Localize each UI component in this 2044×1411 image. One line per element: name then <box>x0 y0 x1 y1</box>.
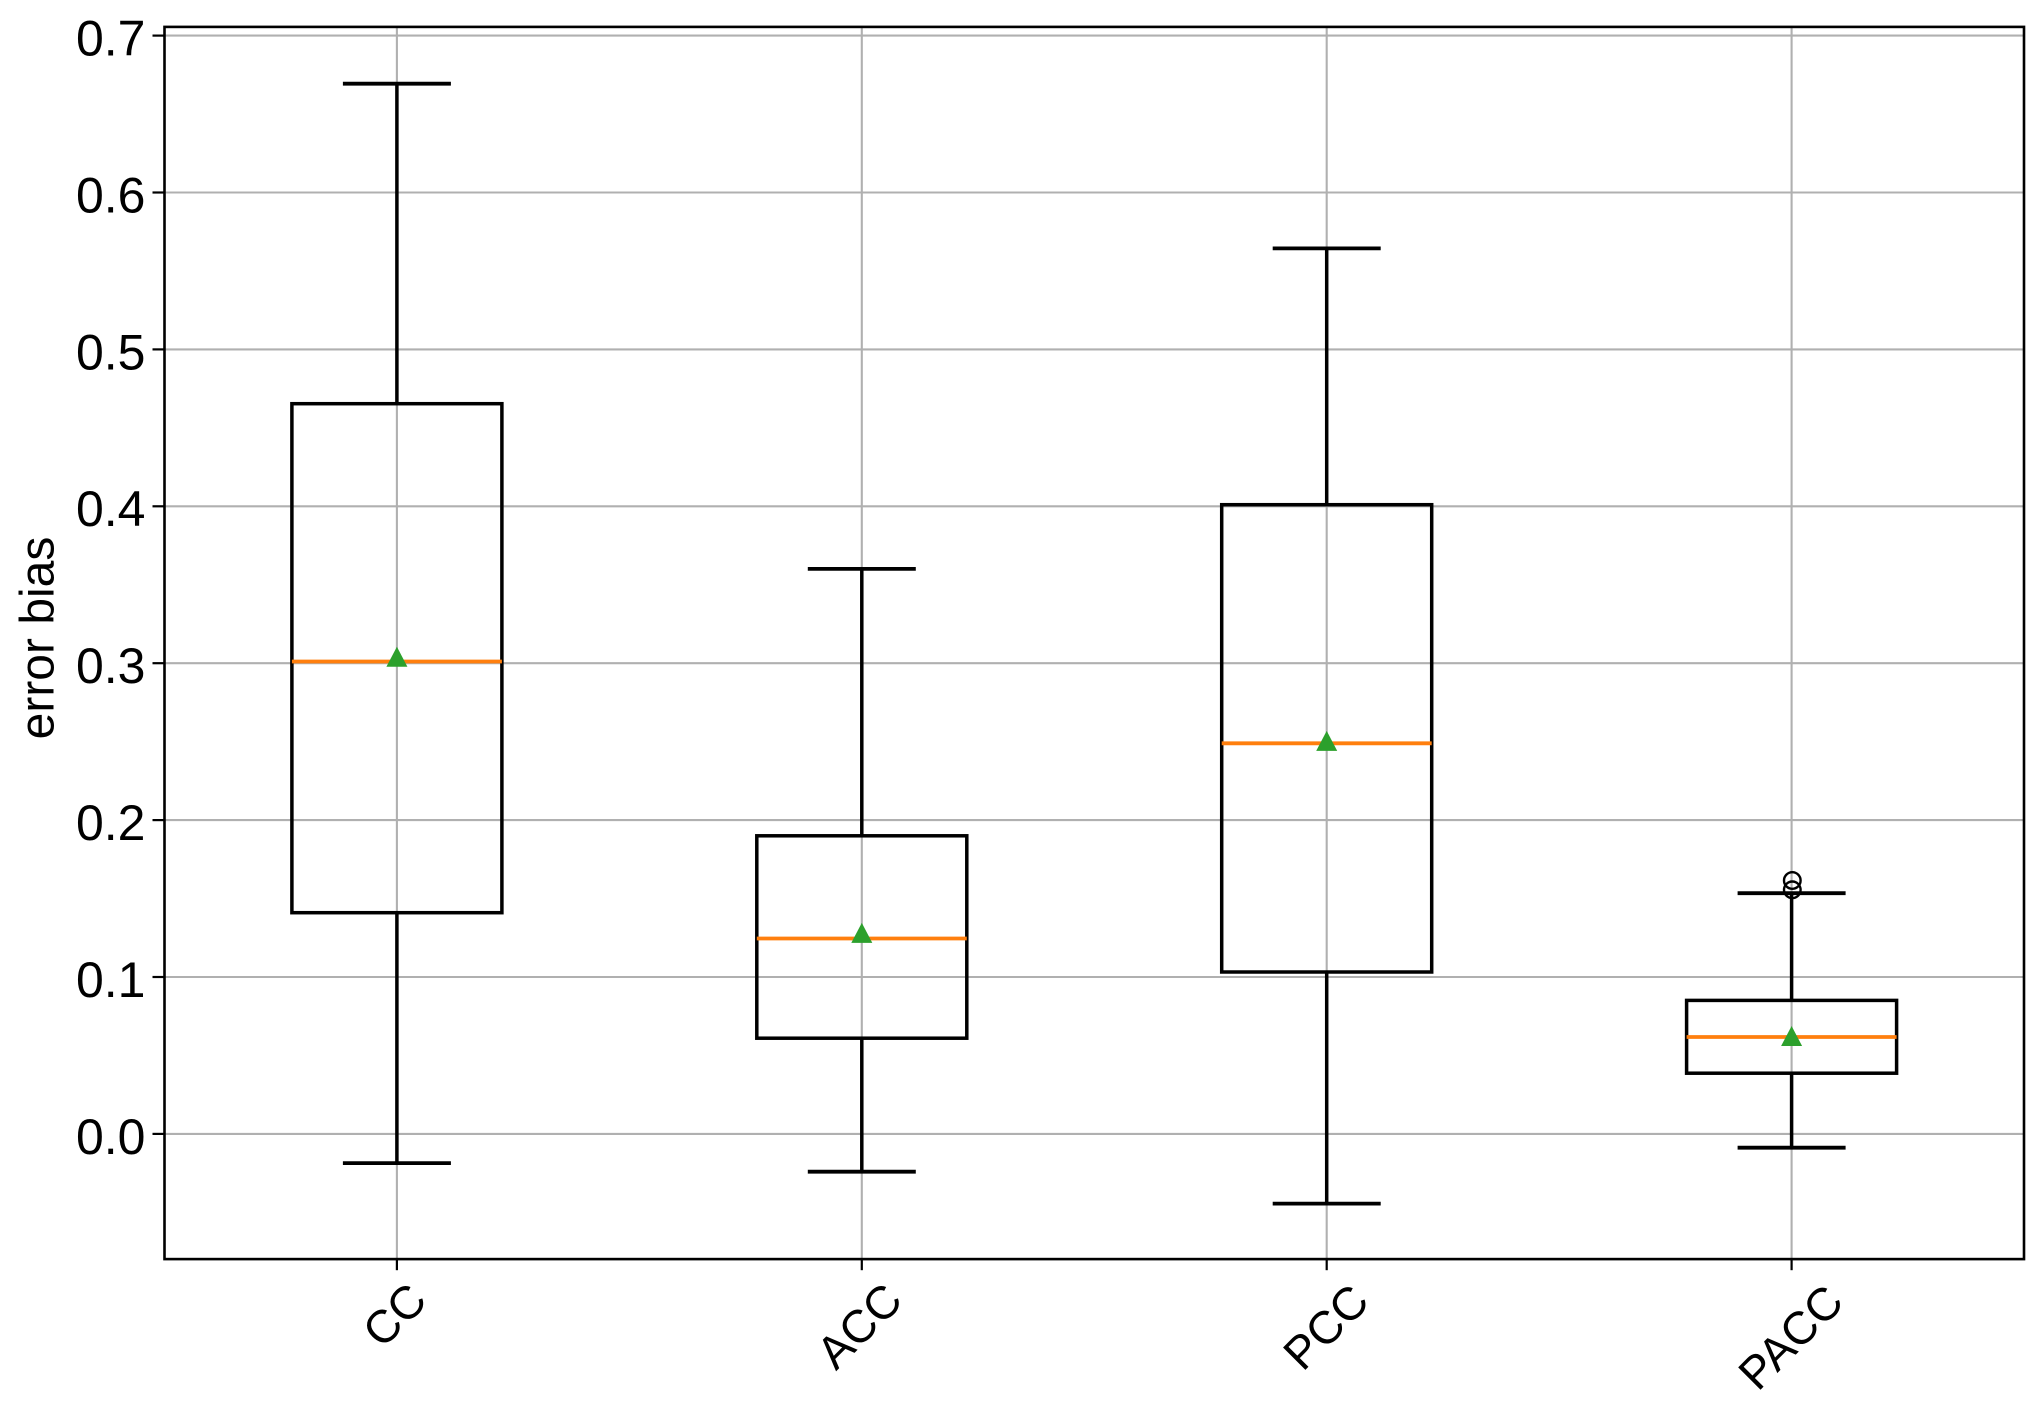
svg-text:0.3: 0.3 <box>76 638 146 694</box>
svg-text:error bias: error bias <box>12 537 65 740</box>
svg-text:0.0: 0.0 <box>76 1109 146 1165</box>
svg-text:0.5: 0.5 <box>76 324 146 380</box>
svg-text:0.1: 0.1 <box>76 952 146 1008</box>
svg-text:0.4: 0.4 <box>76 481 146 537</box>
svg-text:0.2: 0.2 <box>76 795 146 851</box>
svg-text:0.6: 0.6 <box>76 167 146 223</box>
svg-text:0.7: 0.7 <box>76 11 146 67</box>
